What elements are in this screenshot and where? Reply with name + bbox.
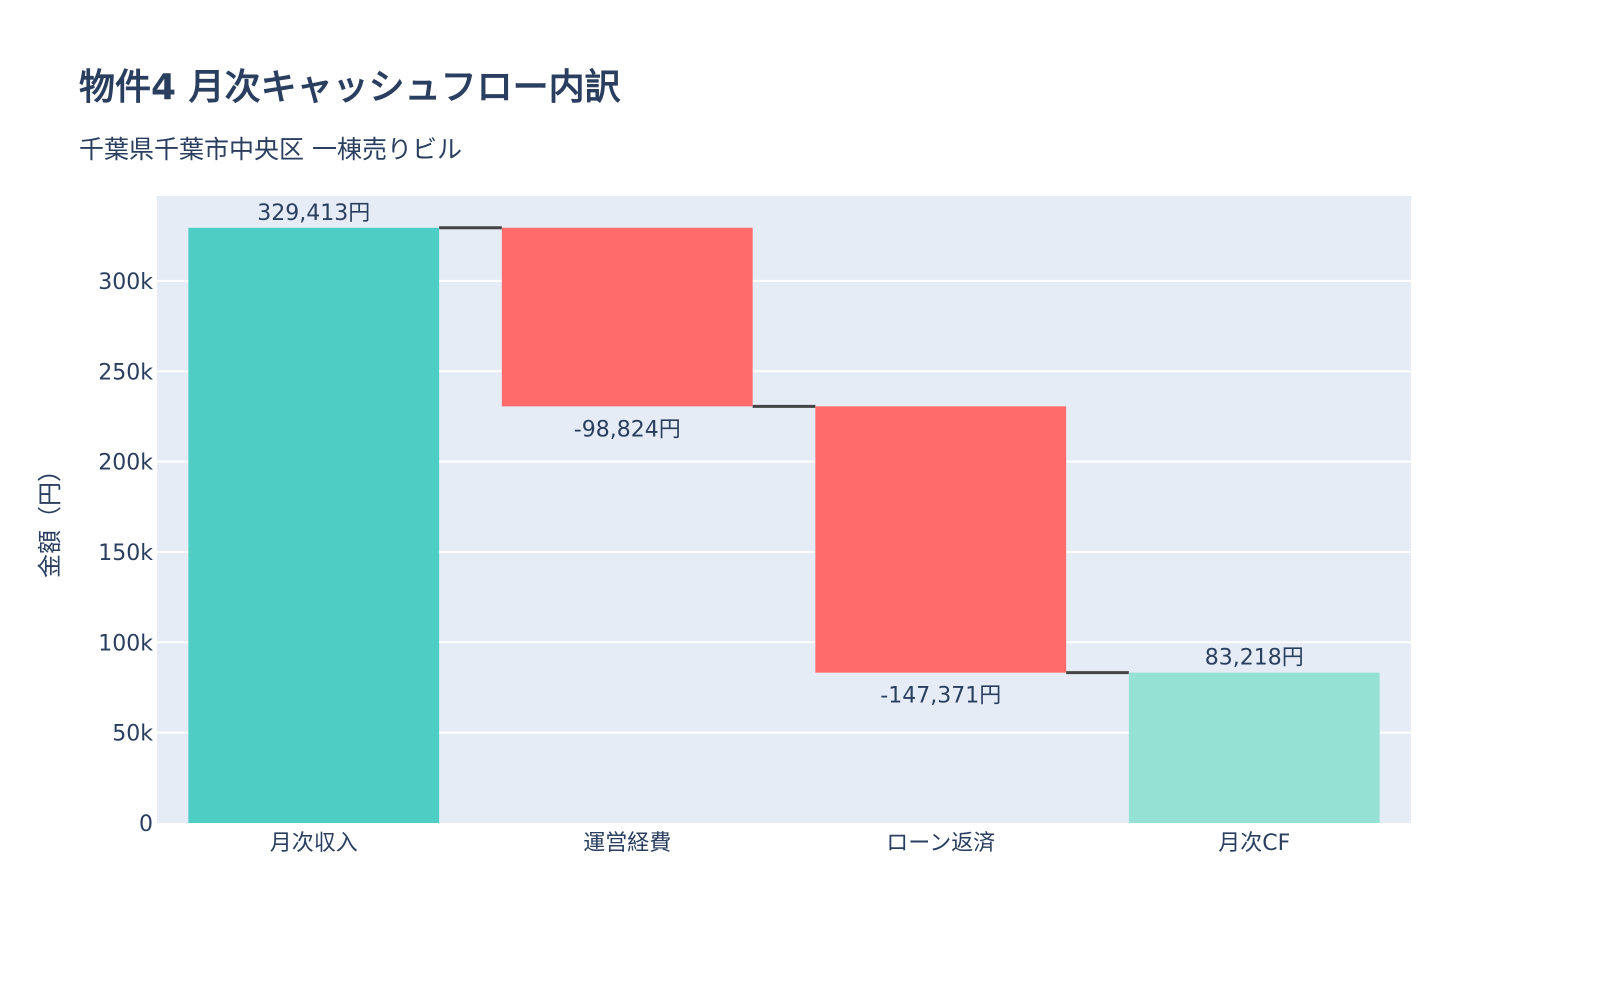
bar-4 (1128, 672, 1380, 823)
y-tick-label: 50k (112, 722, 153, 747)
y-tick-label: 250k (98, 360, 153, 385)
y-tick-label: 0 (139, 812, 153, 837)
x-tick-label: 月次CF (1218, 831, 1290, 856)
bar-2 (501, 227, 753, 407)
y-tick-label: 100k (98, 631, 153, 656)
y-tick-label: 150k (98, 541, 153, 566)
data-label: 329,413円 (257, 201, 370, 226)
y-axis-label: 金額（円） (36, 458, 64, 578)
x-tick-label: 運営経費 (583, 831, 671, 856)
data-label: 83,218円 (1205, 646, 1304, 671)
x-tick-label: 月次収入 (270, 831, 358, 856)
bar-3 (815, 406, 1067, 673)
y-tick-label: 300k (98, 270, 153, 295)
data-label: -147,371円 (880, 684, 1001, 709)
bar-1 (188, 227, 440, 823)
data-label: -98,824円 (574, 417, 681, 442)
x-tick-label: ローン返済 (886, 831, 995, 856)
chart-subtitle: 千葉県千葉市中央区 一棟売りビル (79, 135, 462, 164)
chart-title: 物件4 月次キャッシュフロー内訳 (79, 67, 621, 108)
y-tick-label: 200k (98, 451, 153, 476)
